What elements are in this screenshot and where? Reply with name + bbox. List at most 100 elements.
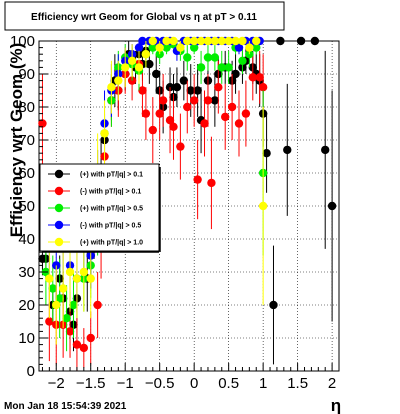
data-point — [169, 36, 178, 46]
data-point — [127, 76, 137, 85]
data-point — [245, 43, 254, 52]
data-point — [134, 63, 144, 72]
legend-marker — [54, 203, 64, 213]
data-point — [172, 83, 182, 92]
legend-entry: (+) with pT/|q| > 0.1 — [80, 172, 143, 179]
data-point — [138, 36, 147, 46]
y-axis-label: Efficiency wrt Geom (%) — [7, 43, 26, 238]
data-point — [234, 43, 244, 52]
y-tick-label: 40 — [18, 231, 35, 248]
data-point — [69, 300, 78, 310]
data-point — [183, 102, 192, 112]
data-point — [38, 119, 47, 128]
data-point — [224, 63, 233, 72]
data-point — [127, 56, 137, 65]
data-point — [234, 119, 244, 128]
data-point — [221, 112, 230, 122]
data-point — [58, 284, 68, 293]
chart-title: Efficiency wrt Geom for Global vs η at p… — [31, 12, 257, 23]
data-point — [183, 53, 192, 62]
legend-entry: (+) with pT/|q| > 0.5 — [80, 206, 143, 213]
y-tick-label: 70 — [18, 132, 35, 149]
data-point — [283, 145, 292, 155]
data-point — [224, 36, 233, 46]
legend-marker — [54, 169, 64, 179]
y-tick-label: 100 — [10, 33, 35, 50]
data-point — [93, 300, 102, 310]
data-point — [217, 63, 226, 72]
y-tick-label: 80 — [18, 99, 35, 116]
x-tick-label: 1 — [259, 375, 267, 392]
data-point — [183, 36, 192, 46]
data-point — [55, 294, 64, 303]
data-point — [45, 274, 54, 283]
data-point — [327, 201, 337, 211]
data-point — [162, 36, 171, 46]
data-point — [72, 340, 82, 349]
data-point — [45, 317, 54, 326]
data-point — [134, 43, 144, 52]
data-point — [48, 284, 57, 293]
data-point — [86, 333, 95, 343]
data-point — [203, 36, 213, 46]
data-point — [231, 36, 240, 46]
x-tick-label: 0 — [190, 375, 198, 392]
data-point — [262, 149, 271, 158]
data-point — [189, 96, 199, 105]
legend-entry: (-) with pT/|q| > 0.1 — [80, 189, 141, 196]
data-point — [189, 36, 199, 46]
data-point — [196, 36, 206, 46]
legend: (+) with pT/|q| > 0.1 (-) with pT/|q| > 0… — [39, 163, 161, 253]
y-tick-label: 50 — [18, 198, 35, 215]
y-tick-label: 90 — [18, 66, 35, 83]
data-point — [238, 36, 247, 46]
data-point — [86, 274, 95, 283]
axes: −2 −1.5 −1 −0.5 0 0.5 1 1.5 20102030405060708090… — [10, 33, 336, 392]
data-point — [152, 69, 161, 79]
data-point — [210, 53, 220, 62]
data-point — [65, 327, 75, 336]
x-tick-label: 1.5 — [287, 375, 308, 392]
data-point — [138, 86, 147, 95]
footer-timestamp: Mon Jan 18 15:54:39 2021 — [4, 401, 127, 412]
x-tick-label: −2 — [48, 375, 65, 392]
data-point — [193, 175, 202, 184]
data-point — [141, 109, 151, 118]
y-tick-label: 0 — [27, 363, 35, 380]
data-point — [179, 76, 189, 85]
data-point — [296, 36, 306, 46]
data-point — [148, 43, 157, 52]
data-point — [252, 43, 261, 52]
data-point — [79, 343, 89, 353]
data-point — [255, 73, 264, 82]
data-point — [72, 274, 82, 283]
data-point — [196, 63, 206, 72]
data-point — [145, 59, 154, 69]
data-point — [238, 56, 247, 65]
data-point — [52, 300, 61, 310]
y-tick-label: 10 — [18, 330, 35, 347]
legend-marker — [54, 220, 64, 230]
data-point — [114, 76, 123, 85]
data-point — [207, 178, 216, 188]
x-axis-label: η — [331, 396, 341, 414]
y-tick-label: 20 — [18, 297, 35, 314]
data-point — [189, 43, 199, 52]
data-point — [148, 125, 157, 135]
data-point — [158, 96, 168, 105]
data-point — [248, 73, 257, 82]
data-point — [214, 83, 223, 92]
data-point — [321, 145, 330, 155]
data-point — [200, 119, 209, 128]
data-point — [52, 261, 61, 270]
x-tick-label: 0.5 — [218, 375, 239, 392]
y-tick-label: 30 — [18, 264, 35, 281]
data-point — [165, 116, 175, 125]
y-tick-label: 60 — [18, 165, 35, 182]
data-point — [186, 86, 195, 95]
data-marks — [38, 36, 337, 371]
legend-marker — [54, 186, 64, 196]
data-point — [100, 129, 109, 138]
x-tick-label: −0.5 — [145, 375, 175, 392]
data-point — [241, 109, 251, 118]
